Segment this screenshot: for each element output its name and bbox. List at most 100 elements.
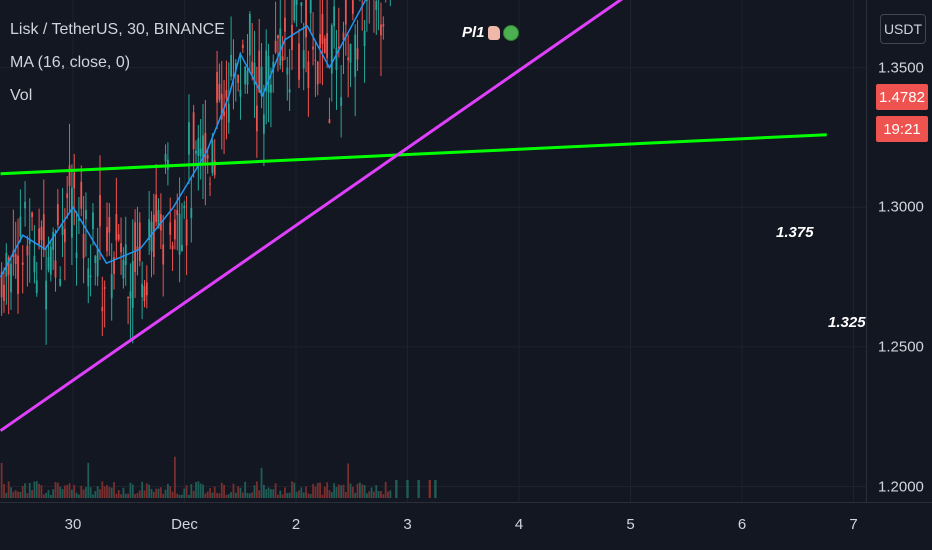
volume-bar xyxy=(395,480,398,498)
volume-bar xyxy=(47,490,50,498)
volume-bar xyxy=(68,483,71,498)
candle-body xyxy=(260,66,263,96)
volume-bar xyxy=(24,483,26,498)
time-tick-label: 2 xyxy=(291,516,301,533)
volume-bar xyxy=(239,487,242,498)
volume-bar xyxy=(138,490,141,498)
volume-bar xyxy=(89,487,92,498)
volume-bar xyxy=(28,482,31,498)
volume-bar xyxy=(54,481,57,498)
symbol-title[interactable]: Lisk / TetherUS, 30, BINANCE xyxy=(10,21,225,38)
time-tick-label: 4 xyxy=(514,516,524,533)
volume-bar xyxy=(127,493,129,498)
volume-bars xyxy=(0,456,437,498)
volume-bar xyxy=(216,492,218,498)
volume-bar xyxy=(428,480,431,498)
volume-bar xyxy=(373,491,375,498)
candle-body xyxy=(181,244,183,252)
ma-indicator-label[interactable]: MA (16, close, 0) xyxy=(10,54,131,71)
price-tick-label: 1.3500 xyxy=(878,59,924,77)
candle-body xyxy=(363,30,366,46)
volume-bar xyxy=(277,494,279,498)
volume-bar xyxy=(389,490,392,498)
volume-bar xyxy=(248,493,251,498)
volume-bar xyxy=(340,485,343,498)
candle-body xyxy=(337,47,340,49)
candle-body xyxy=(314,59,317,61)
candle-body xyxy=(164,153,167,162)
volume-bar xyxy=(129,482,132,498)
price-tick-label: 1.3000 xyxy=(878,198,924,216)
candle-body xyxy=(148,219,151,241)
volume-bar xyxy=(145,483,148,498)
candle-body xyxy=(89,275,92,278)
volume-bar xyxy=(19,491,22,498)
ma-line xyxy=(0,0,367,278)
green-circle-icon xyxy=(502,24,519,41)
candle-body xyxy=(42,214,45,251)
candle-body xyxy=(35,280,38,294)
candle-body xyxy=(246,70,249,85)
candle-body xyxy=(286,67,289,75)
volume-bar xyxy=(253,485,256,498)
thumbs-up-icon xyxy=(487,25,500,40)
candle-body xyxy=(178,213,181,255)
volume-bar xyxy=(337,484,340,498)
volume-bar xyxy=(185,485,188,498)
candle-body xyxy=(96,248,99,277)
volume-bar xyxy=(232,483,235,498)
volume-bar xyxy=(300,487,303,498)
volume-bar xyxy=(225,494,228,498)
volume-bar xyxy=(110,487,113,498)
volume-bar xyxy=(384,481,387,498)
volume-bar xyxy=(188,494,190,498)
candles xyxy=(0,0,391,345)
volume-bar xyxy=(241,492,244,498)
volume-bar xyxy=(202,484,204,498)
volume-bar xyxy=(234,492,237,498)
candle-body xyxy=(340,97,343,106)
candle-body xyxy=(33,255,36,273)
candle-body xyxy=(54,260,57,278)
candle-body xyxy=(305,0,307,38)
volume-bar xyxy=(286,493,289,498)
volume-bar xyxy=(295,491,298,498)
volume-bar xyxy=(94,491,97,498)
candle-body xyxy=(307,61,310,88)
volume-bar xyxy=(106,485,108,498)
candle-body xyxy=(40,226,43,241)
candle-body xyxy=(284,17,286,32)
volume-bar xyxy=(237,486,240,498)
volume-bar xyxy=(255,481,258,498)
time-tick-label: 3 xyxy=(403,516,412,533)
candle-body xyxy=(131,260,134,308)
candle-body xyxy=(267,56,270,93)
candle-body xyxy=(302,50,305,69)
candle-body xyxy=(78,219,80,221)
candle-body xyxy=(237,74,240,83)
candle-body xyxy=(61,225,64,235)
candle-body xyxy=(344,0,347,25)
candle-body xyxy=(101,307,104,312)
candle-body xyxy=(70,187,73,238)
volume-bar xyxy=(141,481,144,498)
candle-body xyxy=(63,229,66,243)
volume-bar xyxy=(387,491,389,498)
candle-body xyxy=(17,255,19,295)
candle-body xyxy=(14,254,17,265)
candle-body xyxy=(94,256,97,263)
currency-button[interactable]: USDT xyxy=(880,14,926,44)
volume-bar xyxy=(272,489,275,498)
candle-body xyxy=(136,246,139,251)
candle-body xyxy=(143,286,146,302)
candle-body xyxy=(347,57,350,61)
volume-bar xyxy=(14,490,17,498)
time-tick-label: 5 xyxy=(626,516,635,533)
candle-body xyxy=(66,193,69,198)
candle-body xyxy=(134,222,137,273)
candle-body xyxy=(199,148,202,157)
candle-body xyxy=(326,33,329,59)
candle-body xyxy=(19,216,22,237)
volume-indicator-label[interactable]: Vol xyxy=(10,87,33,104)
